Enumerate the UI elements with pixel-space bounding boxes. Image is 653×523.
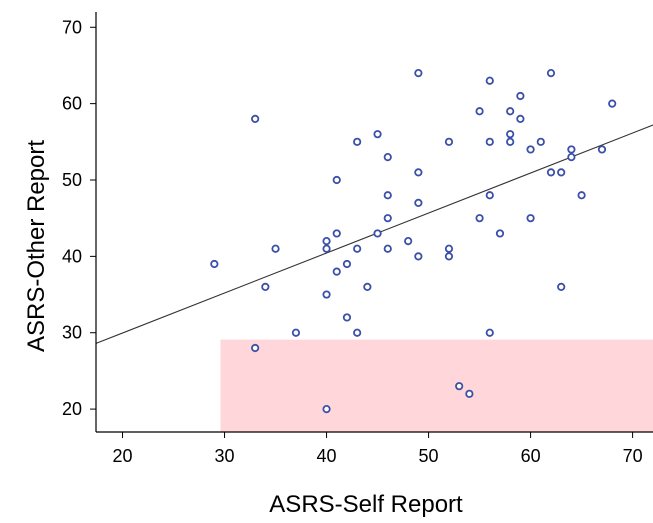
data-point [597,145,607,154]
shaded-region [220,339,653,432]
y-tick-label: 40 [62,246,82,266]
data-point [404,236,413,246]
data-point [506,137,515,146]
data-point [322,290,331,299]
data-point [353,328,362,337]
data-point [608,99,617,108]
y-tick-label: 50 [62,170,82,190]
data-point [516,114,525,124]
data-point [444,137,454,146]
data-point [546,68,556,78]
data-point [485,191,494,200]
data-point [251,114,260,124]
data-point [383,214,392,223]
data-point [485,137,494,146]
data-point [261,282,270,292]
data-point [383,244,392,253]
x-axis-title: ASRS-Self Report [269,491,463,518]
data-point [251,343,260,353]
data-point [465,389,474,398]
data-point [322,244,331,253]
data-point [342,313,352,322]
data-point [332,175,341,185]
data-point [526,145,535,154]
data-point [414,252,423,261]
data-point [414,168,423,177]
data-point [363,282,372,292]
data-points [210,68,617,414]
data-point [506,107,515,116]
data-point [444,244,454,253]
x-axis-ticks: 20 30 40 50 60 70 [113,432,643,466]
data-point [475,107,484,116]
data-point [536,137,545,146]
data-point [291,328,301,337]
data-point [495,229,505,238]
data-point [383,152,392,162]
y-tick-label: 60 [62,94,82,114]
data-point [557,168,566,177]
data-point [353,244,362,253]
data-point [546,168,556,177]
data-point [557,282,566,292]
data-point [332,267,341,276]
data-point [567,152,576,162]
data-point [526,214,535,223]
y-axis-ticks: 20 30 40 50 60 70 [62,17,96,419]
data-point [414,68,423,78]
data-point [332,229,341,238]
x-tick-label: 40 [317,446,337,466]
data-point [516,91,525,101]
data-point [414,198,423,208]
y-tick-label: 20 [62,399,82,419]
data-point [455,382,464,391]
y-axis-title: ASRS-Other Report [23,140,50,352]
data-point [475,214,484,223]
data-point [271,244,280,253]
data-point [485,76,494,85]
data-point [577,191,586,200]
x-tick-label: 70 [623,446,643,466]
data-point [506,130,515,139]
data-point [322,236,331,246]
x-tick-label: 20 [113,446,133,466]
data-point [567,145,576,154]
data-point [485,328,494,337]
data-point [373,130,382,139]
data-point [322,404,331,414]
data-point [383,191,392,200]
data-point [373,229,382,238]
data-point [210,259,219,269]
data-point [444,252,454,261]
x-tick-label: 60 [521,446,541,466]
data-point [342,259,352,269]
y-tick-label: 30 [62,323,82,343]
x-tick-label: 50 [419,446,439,466]
x-tick-label: 30 [215,446,235,466]
data-point [353,137,362,146]
y-tick-label: 70 [62,17,82,37]
